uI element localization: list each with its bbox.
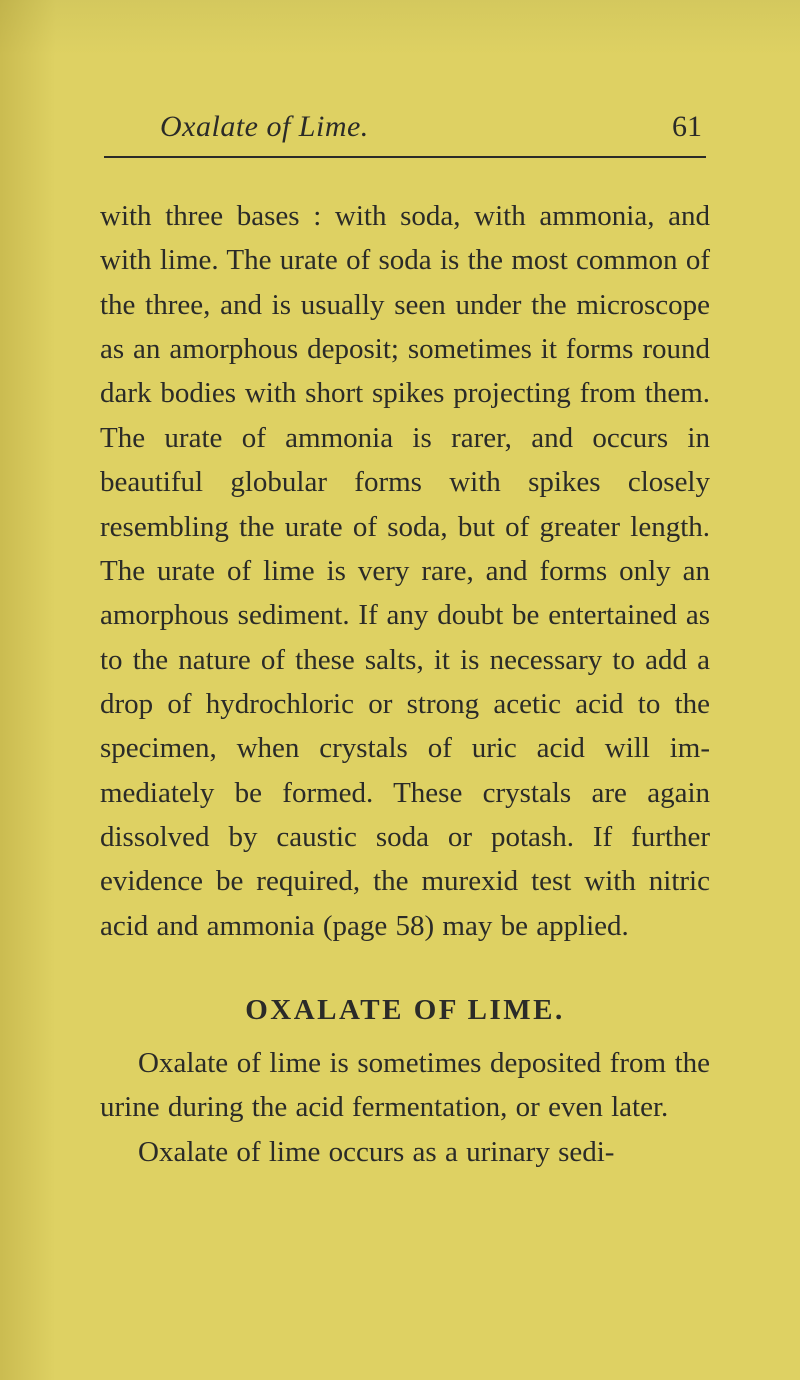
paragraph-3: Oxalate of lime occurs as a urinary sedi… (100, 1130, 710, 1174)
page-number: 61 (672, 110, 702, 144)
paragraph-1: with three bases : with soda, with ammon… (100, 194, 710, 948)
section-title-oxalate: OXALATE OF LIME. (100, 994, 710, 1027)
page-header: Oxalate of Lime. 61 (100, 110, 710, 150)
paragraph-2: Oxalate of lime is sometimes deposited f… (100, 1041, 710, 1130)
running-title: Oxalate of Lime. (160, 110, 369, 144)
book-page: Oxalate of Lime. 61 with three bases : w… (0, 0, 800, 1380)
header-rule (104, 156, 706, 158)
